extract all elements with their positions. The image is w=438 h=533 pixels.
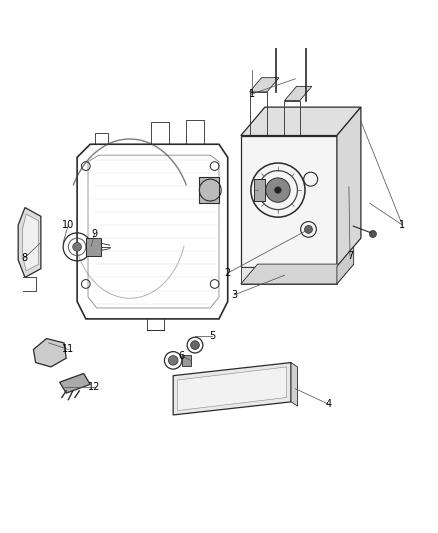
Text: 10: 10 xyxy=(62,220,74,230)
Polygon shape xyxy=(173,362,291,415)
Polygon shape xyxy=(199,177,219,203)
Text: 8: 8 xyxy=(21,253,28,263)
Text: 2: 2 xyxy=(225,268,231,278)
Polygon shape xyxy=(18,207,41,277)
Text: 7: 7 xyxy=(347,251,353,261)
Circle shape xyxy=(266,178,290,203)
Text: 5: 5 xyxy=(209,332,215,341)
Polygon shape xyxy=(22,214,39,271)
Circle shape xyxy=(73,243,81,251)
Text: 3: 3 xyxy=(231,290,237,300)
Polygon shape xyxy=(250,78,279,92)
Circle shape xyxy=(191,341,199,350)
Circle shape xyxy=(369,230,376,238)
Polygon shape xyxy=(182,355,191,366)
Text: 1: 1 xyxy=(399,220,406,230)
Polygon shape xyxy=(254,179,265,201)
Polygon shape xyxy=(337,247,354,284)
Circle shape xyxy=(168,356,178,365)
Polygon shape xyxy=(86,238,101,256)
Text: 1: 1 xyxy=(249,89,255,99)
Text: 4: 4 xyxy=(325,399,331,409)
Polygon shape xyxy=(241,107,361,135)
Polygon shape xyxy=(33,338,66,367)
Circle shape xyxy=(304,225,312,233)
Polygon shape xyxy=(241,264,354,284)
Polygon shape xyxy=(60,374,90,393)
Polygon shape xyxy=(285,86,312,101)
Text: 12: 12 xyxy=(88,382,101,392)
Polygon shape xyxy=(241,135,337,266)
Polygon shape xyxy=(291,362,297,406)
Text: 6: 6 xyxy=(179,351,185,361)
Text: 11: 11 xyxy=(62,344,74,354)
Text: 9: 9 xyxy=(92,229,98,239)
Polygon shape xyxy=(241,266,337,284)
Circle shape xyxy=(275,187,281,193)
Polygon shape xyxy=(177,367,287,410)
Polygon shape xyxy=(337,107,361,266)
